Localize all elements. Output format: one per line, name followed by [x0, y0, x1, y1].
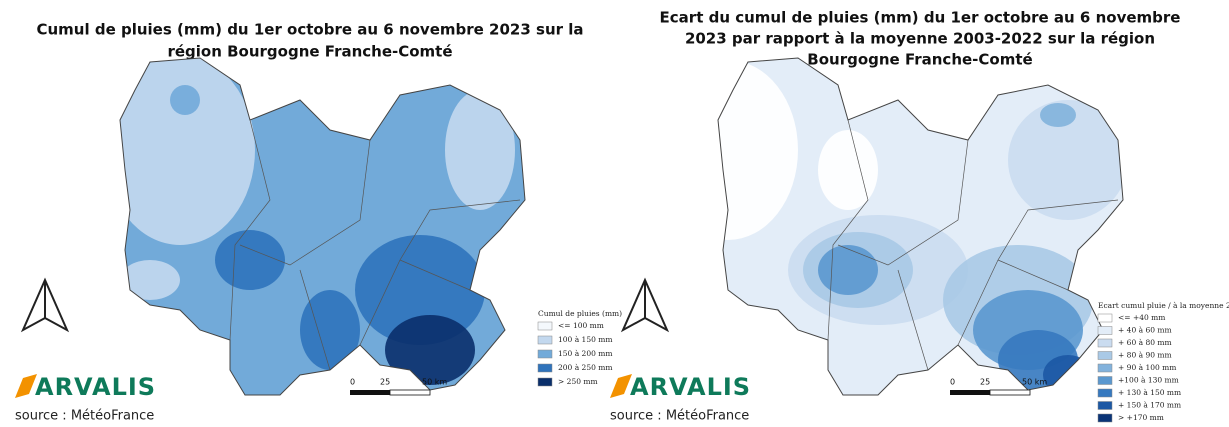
legend-label: +100 à 130 mm [1118, 376, 1179, 385]
scale-bar [389, 389, 431, 396]
source: source : MétéoFrance [610, 409, 749, 424]
legend-swatch [1097, 351, 1113, 360]
scale-label: 25 [980, 378, 990, 387]
legend-label: + 80 à 90 mm [1118, 351, 1172, 360]
legend-label: <= 100 mm [558, 321, 604, 330]
map-title: Bourgogne Franche-Comté [807, 51, 1032, 69]
legend-label: 100 à 150 mm [558, 335, 612, 344]
logo: ARVALIS [630, 373, 751, 401]
legend-swatch [537, 363, 553, 373]
legend-swatch [537, 377, 553, 387]
logo-mark [15, 374, 37, 398]
north-arrow [20, 277, 70, 333]
map-title: Ecart du cumul de pluies (mm) du 1er oct… [660, 9, 1181, 27]
legend-title: Cumul de pluies (mm) [538, 309, 622, 318]
region-map [717, 57, 1124, 396]
rain-zone [120, 58, 255, 245]
legend-swatch [1097, 326, 1113, 335]
map-panel: Ecart du cumul de pluies (mm) du 1er oct… [610, 9, 1229, 424]
legend-label: > 250 mm [558, 377, 598, 386]
scale-label: 0 [950, 378, 955, 387]
rain-zone [385, 315, 475, 385]
rain-zone [355, 235, 485, 345]
map-panel: Cumul de pluies (mm) du 1er octobre au 6… [15, 21, 622, 424]
scale-bar [350, 390, 390, 395]
legend-label: + 150 à 170 mm [1118, 401, 1181, 410]
department-border [897, 269, 929, 371]
scale-label: 0 [350, 378, 355, 387]
legend-title: Ecart cumul pluie / à la moyenne 20 ans [1098, 301, 1229, 310]
legend-label: 200 à 250 mm [558, 363, 612, 372]
legend-swatch [537, 321, 553, 331]
department-border [239, 139, 371, 266]
scale-label: 50 km [1022, 378, 1047, 387]
legend-swatch [1097, 401, 1113, 410]
scale-label: 50 km [422, 378, 447, 387]
department-border [399, 259, 471, 291]
legend-label: 150 à 200 mm [558, 349, 612, 358]
rain-zone [445, 90, 515, 210]
legend-swatch [1097, 388, 1113, 398]
legend-swatch [1097, 313, 1113, 323]
department-border [957, 199, 1119, 346]
legend-label: <= +40 mm [1118, 313, 1165, 322]
legend-swatch [1097, 338, 1113, 348]
rain-zone [718, 60, 798, 240]
source: source : MétéoFrance [15, 409, 154, 424]
rain-zone [818, 130, 878, 210]
rain-zone [215, 230, 285, 290]
legend-label: + 40 à 60 mm [1118, 326, 1172, 335]
logo: ARVALIS [35, 373, 156, 401]
map-title: région Bourgogne Franche-Comté [167, 43, 452, 61]
legend-label: + 90 à 100 mm [1118, 363, 1176, 372]
legend-label: + 130 à 150 mm [1118, 388, 1181, 397]
map-title: 2023 par rapport à la moyenne 2003-2022 … [685, 30, 1155, 48]
department-border [299, 269, 331, 371]
legend-swatch [1097, 376, 1113, 385]
logo-mark [610, 374, 632, 398]
north-arrow [620, 277, 670, 333]
rain-zone [1071, 370, 1095, 390]
scale-bar [989, 389, 1031, 396]
legend-swatch [537, 335, 553, 345]
legend-swatch [1097, 413, 1113, 423]
region-map [119, 57, 526, 396]
rain-zone [300, 290, 360, 370]
legend-label: + 60 à 80 mm [1118, 338, 1172, 347]
rain-zone [120, 260, 180, 300]
legend-swatch [537, 349, 553, 359]
legend-label: > +170 mm [1118, 413, 1164, 422]
department-border [837, 139, 969, 266]
rain-zone [1043, 355, 1093, 395]
rain-field [120, 58, 525, 395]
department-border [359, 199, 521, 346]
rain-zone [818, 245, 878, 295]
rain-field [718, 58, 1123, 395]
rain-zone [1040, 103, 1076, 127]
scale-label: 25 [380, 378, 390, 387]
map-title: Cumul de pluies (mm) du 1er octobre au 6… [36, 21, 583, 39]
rain-zone [170, 85, 200, 115]
scale-bar [950, 390, 990, 395]
department-border [997, 259, 1069, 291]
department-border [229, 119, 271, 341]
legend-swatch [1097, 363, 1113, 373]
rain-zone [1008, 100, 1123, 220]
department-border [827, 119, 869, 341]
